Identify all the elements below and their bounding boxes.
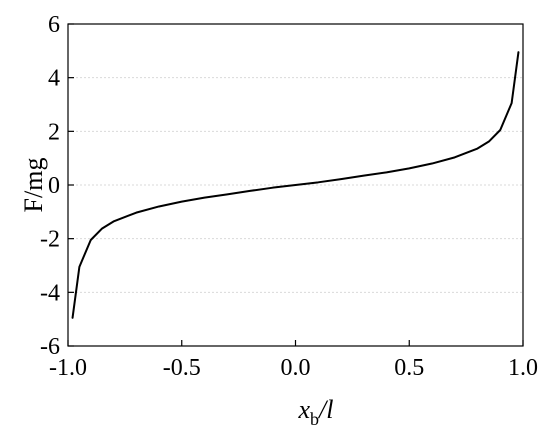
y-axis-label: F/mg xyxy=(19,158,48,213)
x-tick-label: -0.5 xyxy=(163,355,201,381)
y-tick-label: -2 xyxy=(40,227,60,253)
x-axis-label-tail: /l xyxy=(317,395,333,424)
x-axis-label-main: x xyxy=(298,395,311,424)
tick-layer: -6 -4 -2 0 2 4 6 -1.0 -0.5 0.0 0.5 1.0 xyxy=(40,12,538,381)
x-tick-label: -1.0 xyxy=(49,355,87,381)
y-tick-label: -6 xyxy=(40,334,60,360)
series-line xyxy=(71,51,520,319)
x-tick-label: 0.0 xyxy=(281,355,311,381)
series-layer xyxy=(71,51,520,319)
y-tick-label: 2 xyxy=(48,119,60,145)
x-tick-label: 1.0 xyxy=(508,355,538,381)
y-tick-label: 0 xyxy=(48,173,60,199)
x-axis-label: xb/l xyxy=(298,395,334,427)
x-axis-label-sub: b xyxy=(310,409,319,427)
x-tick-label: 0.5 xyxy=(394,355,424,381)
y-tick-label: 6 xyxy=(48,12,60,38)
y-tick-label: -4 xyxy=(40,280,60,306)
y-tick-label: 4 xyxy=(48,66,60,92)
